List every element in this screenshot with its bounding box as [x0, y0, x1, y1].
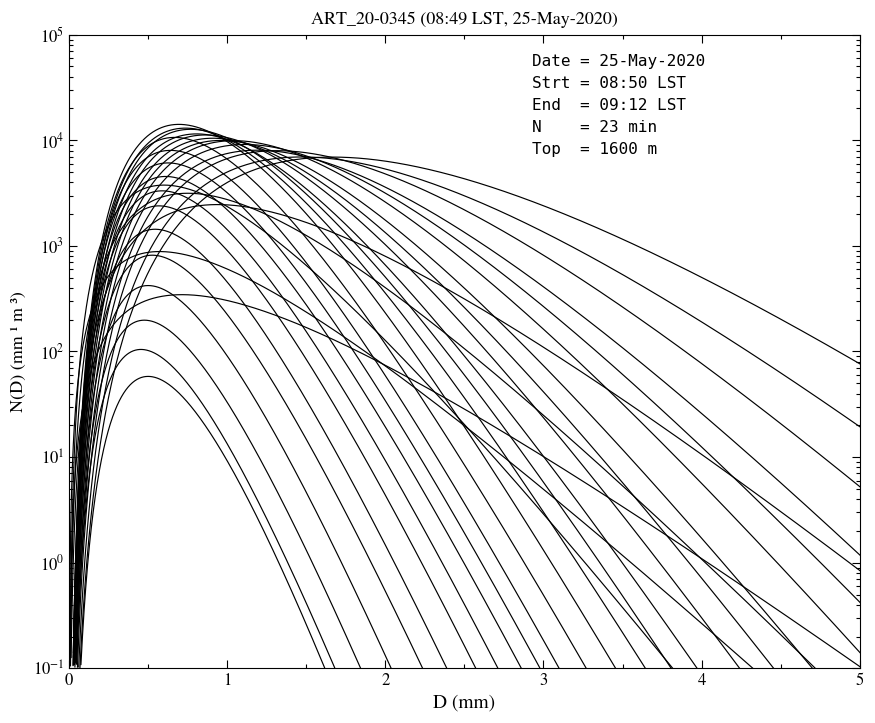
X-axis label: D (mm): D (mm): [433, 695, 495, 712]
Title: ART_20-0345 (08:49 LST, 25-May-2020): ART_20-0345 (08:49 LST, 25-May-2020): [311, 11, 618, 27]
Y-axis label: N(D) (mm⁻¹ m⁻³): N(D) (mm⁻¹ m⁻³): [11, 291, 27, 412]
Text: Date = 25-May-2020
Strt = 08:50 LST
End  = 09:12 LST
N    = 23 min
Top  = 1600 m: Date = 25-May-2020 Strt = 08:50 LST End …: [532, 54, 705, 158]
